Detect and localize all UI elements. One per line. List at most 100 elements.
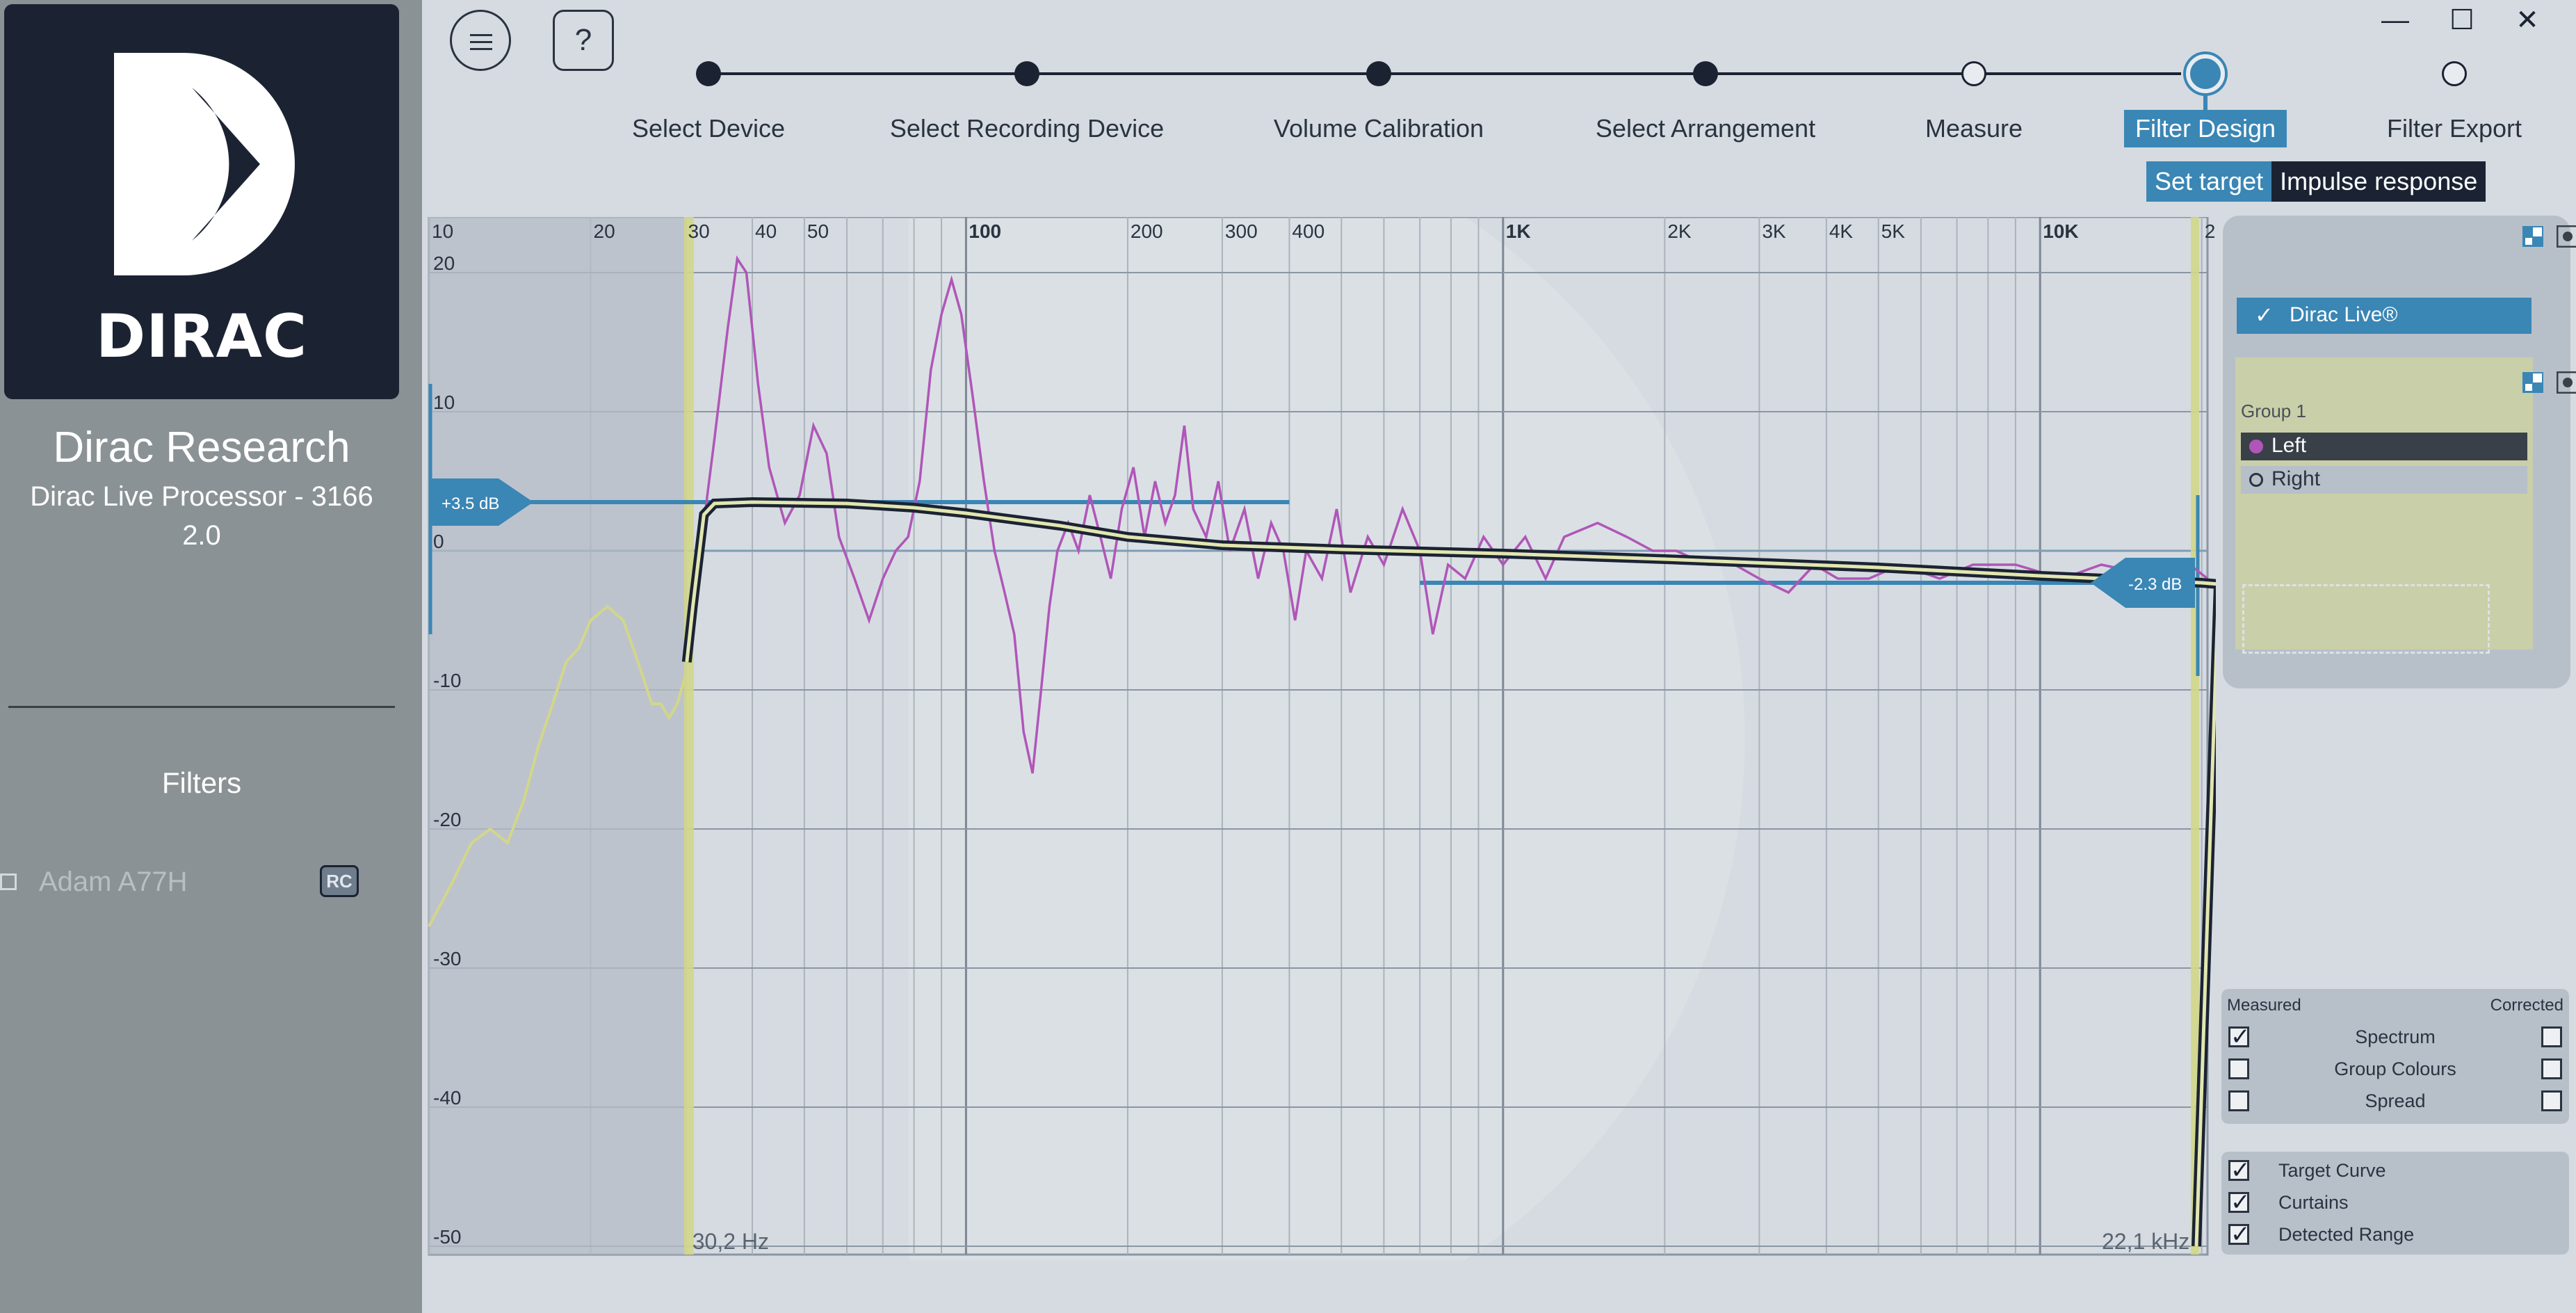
step-select-recording-device[interactable]: Select Recording Device: [889, 114, 1165, 143]
high-shelf-label: -2.3 dB: [2128, 575, 2182, 594]
step-select-arrangement[interactable]: Select Arrangement: [1595, 114, 1816, 143]
group-colours-label: Group Colours: [2334, 1058, 2456, 1079]
step-filter-export[interactable]: Filter Export: [2386, 114, 2522, 143]
x-tick-label: 2K: [1667, 220, 1692, 242]
x-tick-label: 200: [1131, 220, 1163, 242]
high-curtain-label: 22,1 kHz: [2102, 1229, 2189, 1254]
help-button[interactable]: ?: [553, 10, 614, 71]
y-tick-label: 10: [433, 392, 455, 413]
filter-item[interactable]: Adam A77H RC: [0, 862, 403, 904]
step-dot-volume-calibration[interactable]: [1366, 61, 1391, 86]
new-group-dropzone[interactable]: [2242, 584, 2490, 654]
layout-icon[interactable]: [2522, 225, 2544, 248]
step-dot-filter-design[interactable]: [2186, 54, 2225, 93]
group-settings-icon[interactable]: [2556, 371, 2576, 394]
filters-title: Filters: [161, 766, 242, 799]
x-tick-label: 3K: [1762, 220, 1786, 242]
step-dot-select-device[interactable]: [696, 61, 721, 86]
toggle-detected-range[interactable]: Detected Range: [2221, 1221, 2569, 1249]
y-tick-label: 0: [433, 531, 444, 552]
device-name: Dirac Live Processor - 3166: [30, 481, 373, 512]
filter-checkbox[interactable]: [0, 873, 17, 890]
chart-grid: [428, 217, 2209, 1256]
x-tick-label: 400: [1292, 220, 1325, 242]
y-tick-label: -10: [433, 670, 461, 691]
channel-right[interactable]: Right: [2241, 466, 2527, 494]
x-tick-label: 30: [688, 220, 710, 242]
channel-color-dot: [2249, 473, 2263, 487]
x-tick-label: 100: [969, 220, 1001, 242]
spread-measured-checkbox[interactable]: [2228, 1090, 2249, 1111]
toggle-curtains[interactable]: Curtains: [2221, 1189, 2569, 1217]
spread-corrected-checkbox[interactable]: [2541, 1090, 2562, 1111]
step-dot-select-arrangement[interactable]: [1693, 61, 1718, 86]
y-tick-label: -20: [433, 809, 461, 830]
minimize-icon[interactable]: —: [2381, 5, 2409, 35]
x-tick-label: 40: [755, 220, 777, 242]
high-curtain-handle: [2191, 217, 2199, 1255]
x-tick-label: 2: [2205, 220, 2216, 242]
step-volume-calibration[interactable]: Volume Calibration: [1273, 114, 1484, 143]
toggle-target-curve[interactable]: Target Curve: [2221, 1157, 2569, 1185]
close-icon[interactable]: ✕: [2516, 5, 2539, 35]
group-layout-icon[interactable]: [2522, 371, 2544, 394]
background-watermark: [909, 217, 1745, 1260]
spectrum-corrected-checkbox[interactable]: [2541, 1026, 2562, 1047]
x-tick-label: 300: [1225, 220, 1258, 242]
x-tick-label: 50: [807, 220, 829, 242]
detected-range-checkbox[interactable]: [2228, 1221, 2251, 1248]
spectrum-label: Spectrum: [2355, 1026, 2436, 1047]
dirac-logo-mark: [114, 53, 295, 275]
low-curtain-region: [429, 217, 687, 1255]
high-shelf-handle[interactable]: [2091, 558, 2195, 608]
overlay-options-panel: Target Curve Curtains Detected Range: [2221, 1152, 2569, 1255]
measured-header: Measured: [2227, 996, 2301, 1015]
option-row-spread: Spread: [2221, 1088, 2569, 1115]
company-name: Dirac Research: [53, 424, 350, 472]
dirac-logo-text: DIRAC: [95, 302, 308, 371]
target-curve-checkbox[interactable]: [2228, 1157, 2251, 1184]
group-colours-measured-checkbox[interactable]: [2228, 1058, 2249, 1079]
spread-label: Spread: [2365, 1090, 2426, 1111]
step-dot-measure[interactable]: [1961, 61, 1986, 86]
x-tick-label: 5K: [1881, 220, 1906, 242]
sidebar: DIRAC Dirac Research Dirac Live Processo…: [0, 0, 422, 1313]
dirac-logo-notch: [192, 88, 260, 241]
step-measure[interactable]: Measure: [1925, 114, 2023, 143]
y-tick-label: -50: [433, 1226, 461, 1248]
dirac-logo: DIRAC: [4, 4, 399, 399]
menu-button[interactable]: [450, 10, 511, 71]
settings-icon[interactable]: [2556, 225, 2576, 248]
channel-left[interactable]: Left: [2241, 433, 2527, 460]
tab-impulse-response[interactable]: Impulse response: [2271, 161, 2486, 202]
x-tick-label: 10: [432, 220, 453, 242]
step-dot-select-recording-device[interactable]: [1014, 61, 1039, 86]
filter-name: Adam A77H: [39, 867, 188, 897]
x-tick-label: 20: [594, 220, 615, 242]
low-curtain-handle: [683, 217, 694, 1255]
step-select-device[interactable]: Select Device: [631, 114, 786, 143]
target-curve-label: Target Curve: [2278, 1160, 2386, 1181]
tab-set-target[interactable]: Set target: [2146, 161, 2272, 202]
step-dot-filter-export[interactable]: [2442, 61, 2467, 86]
group-colours-corrected-checkbox[interactable]: [2541, 1058, 2562, 1079]
dirac-live-row[interactable]: ✓ Dirac Live®: [2237, 298, 2532, 334]
progress-line: [708, 72, 2181, 75]
y-tick-label: -40: [433, 1087, 461, 1109]
curtains-checkbox[interactable]: [2228, 1189, 2251, 1216]
channel-left-label: Left: [2271, 434, 2307, 457]
group-box: Group 1 Left Right: [2235, 357, 2576, 650]
step-filter-design[interactable]: Filter Design: [2123, 110, 2287, 147]
sidebar-divider: [8, 706, 395, 708]
spectrum-options-panel: Measured Corrected Spectrum Group Colour…: [2221, 989, 2569, 1124]
device-version: 2.0: [182, 520, 221, 551]
low-shelf-label: +3.5 dB: [442, 494, 499, 513]
maximize-icon[interactable]: ☐: [2449, 5, 2474, 35]
spectrum-measured-checkbox[interactable]: [2228, 1023, 2251, 1051]
x-tick-label: 4K: [1829, 220, 1854, 242]
channel-right-label: Right: [2271, 467, 2321, 490]
option-row-group-colours: Group Colours: [2221, 1056, 2569, 1084]
low-shelf-handle[interactable]: [429, 478, 533, 526]
